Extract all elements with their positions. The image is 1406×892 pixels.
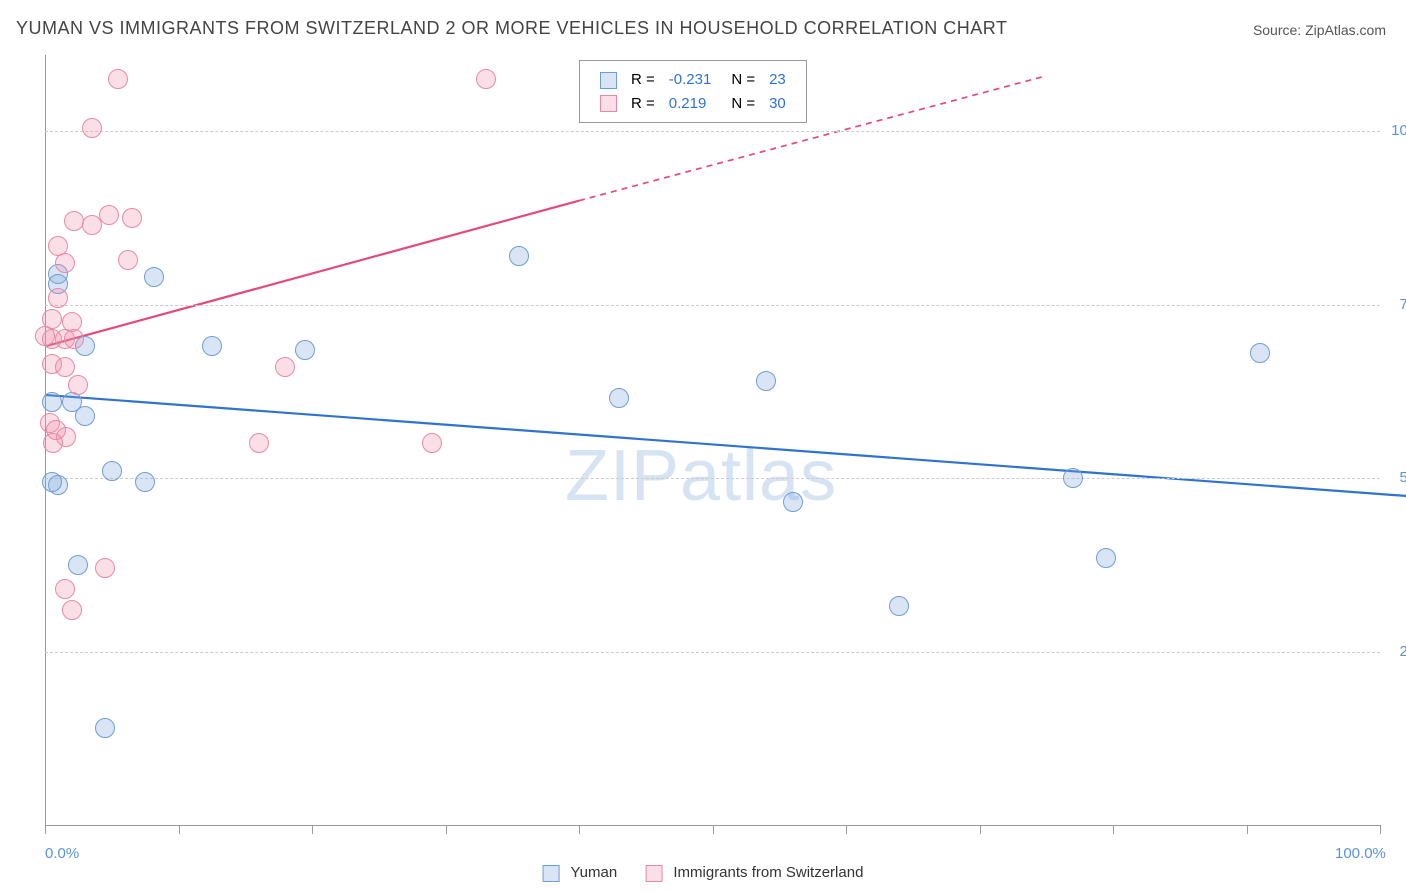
data-point-swiss <box>64 329 84 349</box>
source-label: Source: <box>1253 22 1301 38</box>
correlation-legend: R =-0.231N =23R =0.219N =30 <box>579 60 807 123</box>
data-point-yuman <box>1096 548 1116 568</box>
source-attribution: Source: ZipAtlas.com <box>1253 22 1386 38</box>
data-point-yuman <box>42 392 62 412</box>
y-tick-label: 50.0% <box>1387 469 1406 486</box>
data-point-swiss <box>62 600 82 620</box>
data-point-swiss <box>43 433 63 453</box>
data-point-swiss <box>422 433 442 453</box>
data-point-yuman <box>202 336 222 356</box>
data-point-swiss <box>48 288 68 308</box>
data-point-yuman <box>889 596 909 616</box>
data-point-swiss <box>55 253 75 273</box>
data-point-swiss <box>95 558 115 578</box>
trend-lines-layer <box>45 55 1380 825</box>
data-point-swiss <box>108 69 128 89</box>
legend-label-yuman: Yuman <box>570 864 617 881</box>
data-point-swiss <box>275 357 295 377</box>
data-point-swiss <box>55 357 75 377</box>
source-value: ZipAtlas.com <box>1305 22 1386 38</box>
data-point-yuman <box>783 492 803 512</box>
data-point-swiss <box>55 579 75 599</box>
data-point-yuman <box>509 246 529 266</box>
plot-area: ZIPatlas 25.0%50.0%75.0%100.0%0.0%100.0% <box>45 55 1380 825</box>
swatch-yuman <box>543 865 560 882</box>
x-tick-label: 100.0% <box>1335 845 1386 862</box>
data-point-yuman <box>42 472 62 492</box>
swatch-swiss <box>645 865 662 882</box>
data-point-yuman <box>102 461 122 481</box>
data-point-swiss <box>68 375 88 395</box>
y-tick-label: 75.0% <box>1387 296 1406 313</box>
data-point-swiss <box>118 250 138 270</box>
data-point-swiss <box>99 205 119 225</box>
data-point-yuman <box>95 718 115 738</box>
data-point-yuman <box>1063 468 1083 488</box>
data-point-yuman <box>1250 343 1270 363</box>
legend-label-swiss: Immigrants from Switzerland <box>673 864 863 881</box>
data-point-yuman <box>609 388 629 408</box>
data-point-yuman <box>68 555 88 575</box>
data-point-yuman <box>144 267 164 287</box>
data-point-yuman <box>75 406 95 426</box>
data-point-swiss <box>82 118 102 138</box>
legend-item-swiss: Immigrants from Switzerland <box>645 864 863 882</box>
chart-title: YUMAN VS IMMIGRANTS FROM SWITZERLAND 2 O… <box>16 18 1007 39</box>
data-point-yuman <box>756 371 776 391</box>
y-tick-label: 25.0% <box>1387 643 1406 660</box>
data-point-swiss <box>476 69 496 89</box>
legend-item-yuman: Yuman <box>543 864 618 882</box>
data-point-yuman <box>295 340 315 360</box>
x-tick-label: 0.0% <box>45 845 79 862</box>
data-point-yuman <box>135 472 155 492</box>
data-point-swiss <box>122 208 142 228</box>
data-point-swiss <box>249 433 269 453</box>
y-tick-label: 100.0% <box>1387 122 1406 139</box>
legend-bottom: Yuman Immigrants from Switzerland <box>543 864 864 882</box>
